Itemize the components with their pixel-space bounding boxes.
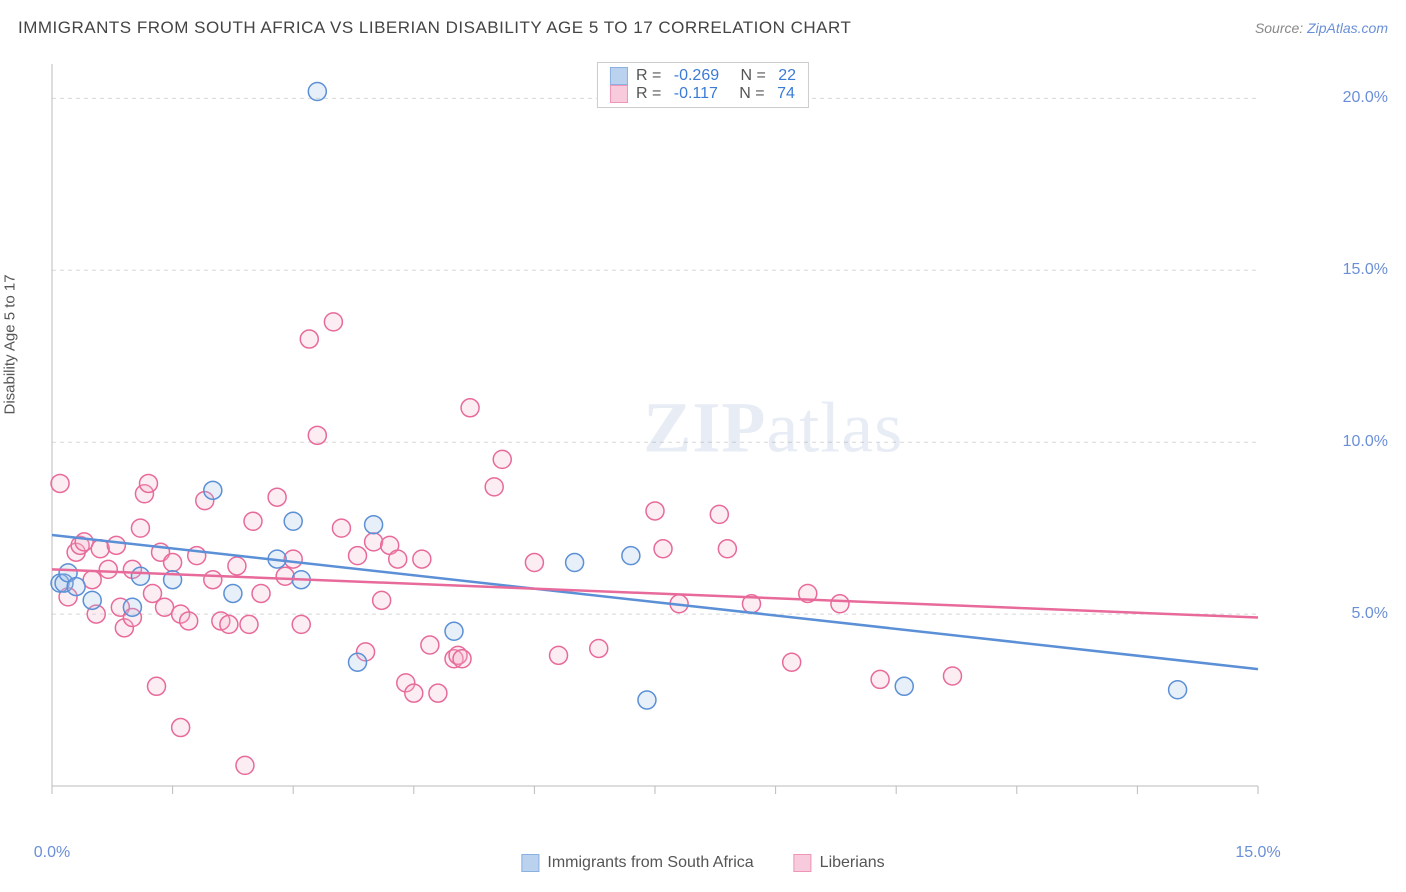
source-prefix: Source: xyxy=(1255,20,1307,36)
y-tick-label: 5.0% xyxy=(1352,605,1388,623)
source-attribution: Source: ZipAtlas.com xyxy=(1255,20,1388,36)
stat-row: R = -0.269 N = 22 xyxy=(610,67,796,85)
stat-value-n: 22 xyxy=(778,67,796,85)
source-link[interactable]: ZipAtlas.com xyxy=(1307,20,1388,36)
y-axis-label: Disability Age 5 to 17 xyxy=(2,274,19,414)
chart-title: IMMIGRANTS FROM SOUTH AFRICA VS LIBERIAN… xyxy=(18,18,851,38)
y-tick-label: 15.0% xyxy=(1343,261,1388,279)
stat-value-r: -0.269 xyxy=(674,67,719,85)
stat-label-r: R = xyxy=(636,85,666,103)
stat-label-r: R = xyxy=(636,67,666,85)
stat-value-n: 74 xyxy=(777,85,795,103)
x-tick-label: 15.0% xyxy=(1235,844,1280,862)
y-tick-label: 10.0% xyxy=(1343,433,1388,451)
x-tick-label: 0.0% xyxy=(34,844,70,862)
legend-swatch xyxy=(610,85,628,103)
legend-item: Liberians xyxy=(794,854,885,872)
legend-swatch xyxy=(521,854,539,872)
legend-label: Immigrants from South Africa xyxy=(547,854,753,872)
stat-value-r: -0.117 xyxy=(674,85,718,103)
stat-row: R = -0.117 N = 74 xyxy=(610,85,796,103)
legend-swatch xyxy=(610,67,628,85)
legend: Immigrants from South Africa Liberians xyxy=(521,854,884,872)
stat-label-n: N = xyxy=(727,67,770,85)
plot-area xyxy=(48,56,1328,826)
correlation-stats-box: R = -0.269 N = 22R = -0.117 N = 74 xyxy=(597,62,809,108)
y-tick-label: 20.0% xyxy=(1343,89,1388,107)
legend-item: Immigrants from South Africa xyxy=(521,854,753,872)
legend-label: Liberians xyxy=(820,854,885,872)
legend-swatch xyxy=(794,854,812,872)
scatter-chart-svg xyxy=(48,56,1328,826)
stat-label-n: N = xyxy=(726,85,769,103)
